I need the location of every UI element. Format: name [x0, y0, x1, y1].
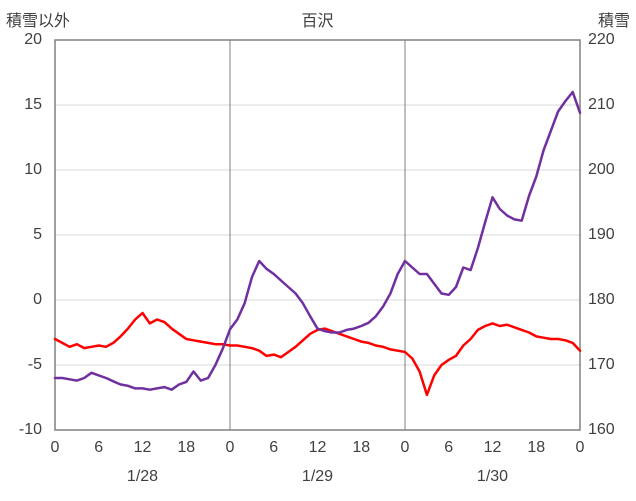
left-axis-tick-label: 20 [24, 31, 42, 48]
x-hour-tick-label: 0 [50, 439, 60, 456]
series-line-0 [53, 311, 582, 397]
x-hour-tick-label: 18 [527, 439, 546, 456]
x-hour-tick-label: 0 [225, 439, 235, 456]
left-axis-tick-label: 10 [24, 161, 42, 178]
left-axis-tick-label: -5 [27, 356, 42, 373]
x-date-label: 1/28 [126, 468, 159, 485]
x-hour-tick-label: 12 [133, 439, 152, 456]
right-axis-tick-label: 160 [588, 421, 615, 438]
x-hour-tick-label: 18 [352, 439, 371, 456]
chart-title: 百沢 [301, 13, 334, 30]
x-date-label: 1/30 [476, 468, 509, 485]
left-axis-tick-label: -10 [18, 421, 42, 438]
right-axis-tick-label: 220 [588, 31, 615, 48]
right-axis-tick-label: 200 [588, 161, 615, 178]
right-axis-title: 積雪 [597, 13, 630, 30]
left-axis-tick-label: 5 [33, 226, 42, 243]
left-axis-tick-label: 15 [24, 96, 42, 113]
x-hour-tick-label: 12 [308, 439, 327, 456]
right-axis-tick-label: 190 [588, 226, 615, 243]
left-axis-title: 積雪以外 [6, 13, 71, 30]
x-hour-tick-label: 6 [444, 439, 454, 456]
series-line-1 [53, 90, 582, 391]
plot-border [54, 39, 581, 431]
x-date-label: 1/29 [301, 468, 334, 485]
right-axis-tick-label: 170 [588, 356, 615, 373]
right-axis-tick-label: 180 [588, 291, 615, 308]
x-hour-tick-label: 18 [177, 439, 196, 456]
x-hour-tick-label: 6 [269, 439, 279, 456]
x-hour-tick-label: 12 [483, 439, 502, 456]
x-hour-tick-label: 6 [94, 439, 104, 456]
x-hour-tick-label: 0 [400, 439, 410, 456]
left-axis-tick-label: 0 [33, 291, 42, 308]
right-axis-tick-label: 210 [588, 96, 615, 113]
x-hour-tick-label: 0 [575, 439, 585, 456]
